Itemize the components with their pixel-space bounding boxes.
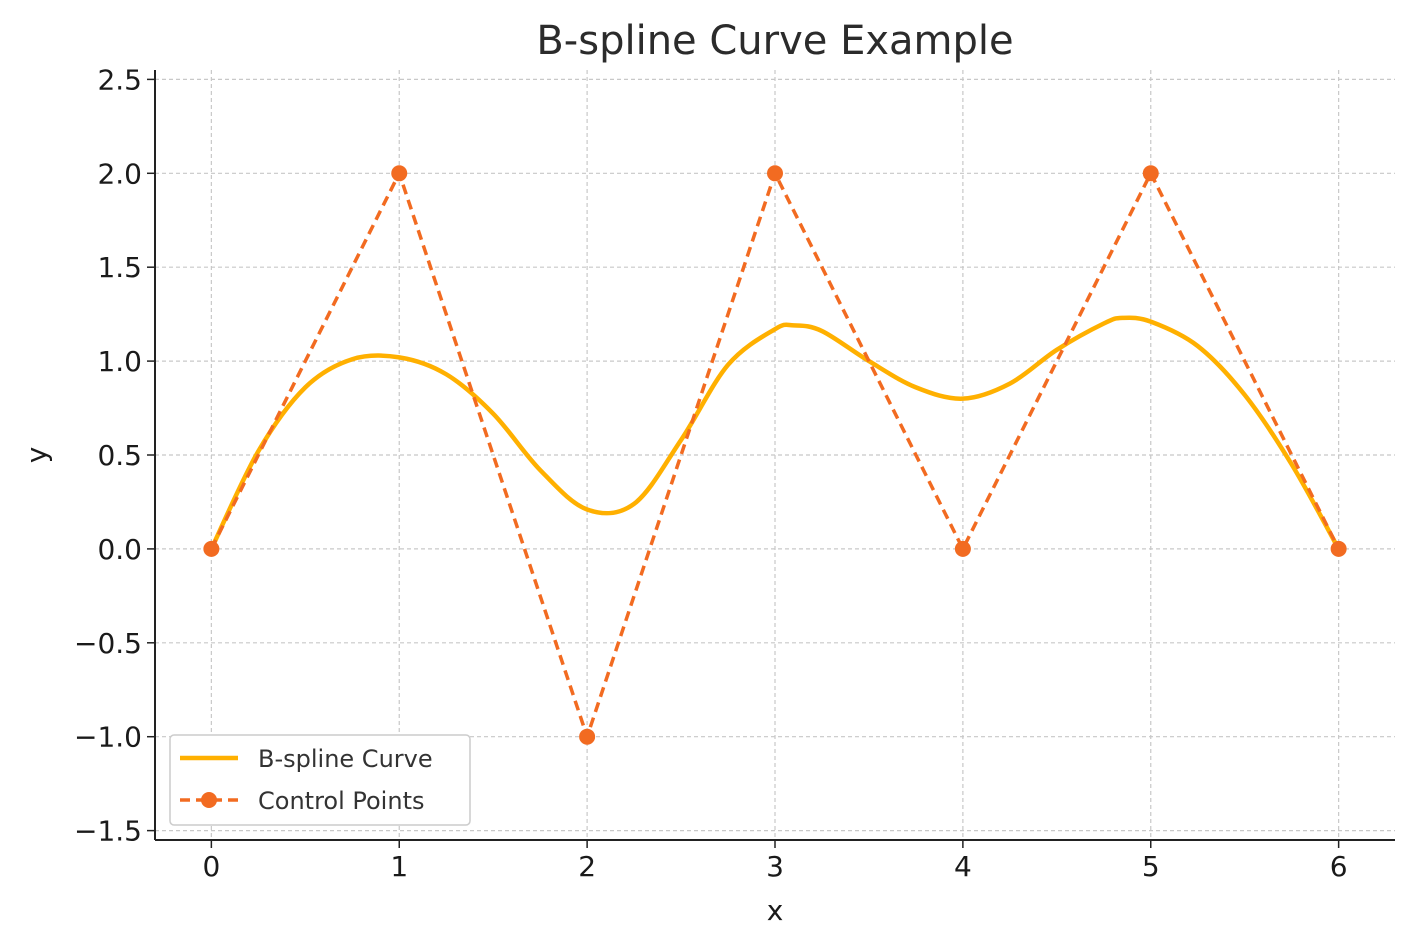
x-tick-label: 0 <box>202 850 220 883</box>
x-tick-label: 5 <box>1142 850 1160 883</box>
chart-title: B-spline Curve Example <box>536 18 1013 64</box>
x-tick-label: 4 <box>954 850 972 883</box>
y-tick-label: −0.5 <box>74 627 142 660</box>
grid <box>155 70 1395 840</box>
y-axis-label: y <box>20 447 53 464</box>
control-point-marker <box>1330 540 1347 557</box>
bspline-curve-line <box>209 315 1341 552</box>
y-tick-label: 2.0 <box>97 157 142 190</box>
control-point-marker <box>579 728 596 745</box>
ticks: 0 1 2 3 4 5 6 −1.5 −1.0 −0.5 0.0 0.5 1.0 1.5 2.0 2.5 <box>74 63 1348 883</box>
y-tick-label: 0.0 <box>97 533 142 566</box>
y-tick-label: −1.5 <box>74 815 142 848</box>
x-tick-label: 6 <box>1330 850 1348 883</box>
x-axis-label: x <box>767 894 784 927</box>
legend-label-bspline: B-spline Curve <box>258 745 433 773</box>
series-layer <box>203 165 1347 745</box>
control-point-marker <box>954 540 971 557</box>
legend-marker-control <box>201 792 217 808</box>
x-tick-label: 2 <box>578 850 596 883</box>
control-point-marker <box>391 165 408 182</box>
x-tick-label: 1 <box>390 850 408 883</box>
x-tick-label: 3 <box>766 850 784 883</box>
control-point-marker <box>203 540 220 557</box>
y-tick-label: −1.0 <box>74 721 142 754</box>
y-tick-label: 1.0 <box>97 345 142 378</box>
y-tick-label: 1.5 <box>97 251 142 284</box>
legend-label-control: Control Points <box>258 787 424 815</box>
y-tick-label: 2.5 <box>97 63 142 96</box>
legend: B-spline Curve Control Points <box>169 734 471 826</box>
y-tick-label: 0.5 <box>97 439 142 472</box>
control-point-marker <box>1142 165 1159 182</box>
legend-box <box>169 734 471 826</box>
control-point-marker <box>767 165 783 182</box>
